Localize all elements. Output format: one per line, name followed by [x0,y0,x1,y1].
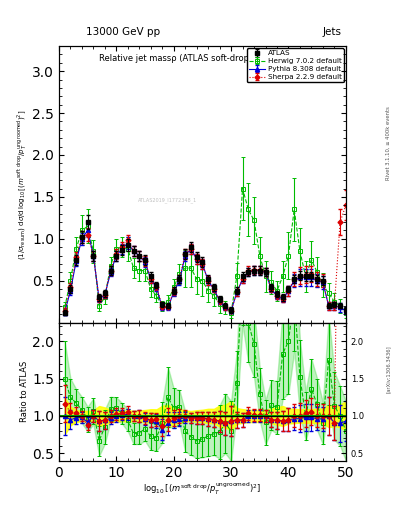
Y-axis label: Ratio to ATLAS: Ratio to ATLAS [20,361,29,422]
X-axis label: $\log_{10}[(m^{\rm soft\ drop}/p_T^{\rm ungroomed})^2]$: $\log_{10}[(m^{\rm soft\ drop}/p_T^{\rm … [143,481,261,497]
Y-axis label: $(1/\sigma_{\rm resum})\ {\rm d}\sigma/{\rm d}\,\log_{10}[(m^{\rm soft\ drop}/p_: $(1/\sigma_{\rm resum})\ {\rm d}\sigma/{… [16,109,29,260]
Text: ATLAS2019_I1772348_1: ATLAS2019_I1772348_1 [138,197,198,203]
Text: [arXiv:1306.3436]: [arXiv:1306.3436] [386,345,391,393]
Text: 13000 GeV pp: 13000 GeV pp [86,27,161,37]
Legend: ATLAS, Herwig 7.0.2 default, Pythia 8.308 default, Sherpa 2.2.9 default: ATLAS, Herwig 7.0.2 default, Pythia 8.30… [246,48,343,82]
Text: Relative jet massρ (ATLAS soft-drop observables): Relative jet massρ (ATLAS soft-drop obse… [99,54,306,63]
Text: Rivet 3.1.10, ≥ 400k events: Rivet 3.1.10, ≥ 400k events [386,106,391,180]
Text: Jets: Jets [323,27,342,37]
